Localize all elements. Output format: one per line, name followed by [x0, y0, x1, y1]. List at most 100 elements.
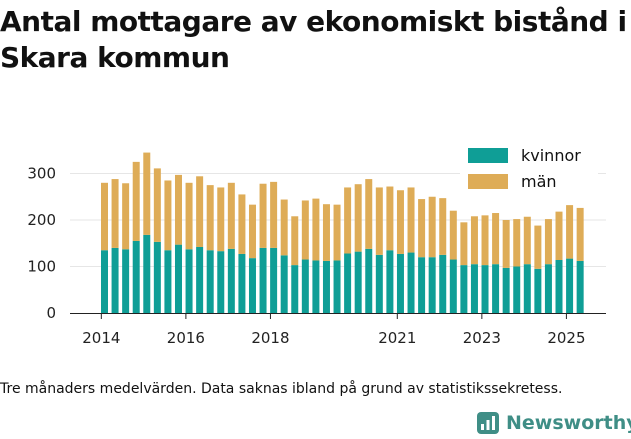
bar-man [291, 216, 299, 266]
bar-man [248, 204, 256, 259]
bar-kvinnor [270, 247, 278, 313]
x-axis: 2014 2016 2018 2021 2023 2025 [70, 313, 606, 347]
bar-kvinnor [312, 260, 320, 313]
bar-man [354, 184, 362, 252]
bar-kvinnor [428, 257, 436, 313]
bar-kvinnor [460, 265, 468, 313]
bar-kvinnor [111, 247, 119, 313]
bar-kvinnor [407, 252, 415, 313]
bar-man [238, 194, 246, 254]
bar-kvinnor [227, 248, 235, 313]
bar-kvinnor [502, 267, 510, 313]
bar-man [344, 187, 352, 254]
bar-kvinnor [555, 259, 563, 313]
legend-swatch [468, 174, 508, 189]
bar-man [101, 182, 108, 251]
bar-man [365, 179, 373, 249]
bar-man [185, 182, 193, 250]
bar-kvinnor [354, 251, 362, 313]
bar-man [418, 199, 426, 258]
bar-man [513, 219, 521, 267]
bar-man [534, 225, 542, 269]
bars [101, 152, 584, 313]
bar-man [481, 215, 489, 266]
bar-man [576, 207, 584, 261]
bar-kvinnor [481, 265, 489, 313]
x-tick-label: 2014 [82, 329, 120, 347]
bar-kvinnor [174, 244, 182, 313]
bar-man [174, 174, 182, 245]
bar-kvinnor [153, 241, 161, 313]
bar-kvinnor [143, 234, 151, 313]
bar-kvinnor [132, 240, 140, 313]
bar-man [111, 179, 119, 248]
bar-kvinnor [122, 249, 130, 313]
bar-man [206, 185, 214, 251]
bar-kvinnor [280, 255, 288, 313]
bar-kvinnor [566, 258, 574, 313]
chart-title: Antal mottagare av ekonomiskt bistånd i … [0, 5, 627, 74]
x-tick-label: 2018 [251, 329, 289, 347]
bar-man [386, 186, 394, 251]
bar-kvinnor [439, 254, 447, 313]
bar-man [259, 183, 267, 248]
bar-kvinnor [492, 264, 500, 313]
x-tick-label: 2016 [167, 329, 205, 347]
bar-kvinnor [238, 253, 246, 313]
y-tick-label: 0 [46, 304, 56, 322]
x-tick-label: 2023 [463, 329, 501, 347]
bar-man [333, 204, 341, 261]
bar-man [270, 181, 278, 248]
bar-kvinnor [217, 251, 225, 313]
bar-man [196, 176, 204, 247]
legend-label: kvinnor [521, 146, 581, 165]
bar-kvinnor [375, 254, 383, 313]
bar-man [407, 187, 415, 253]
bar-kvinnor [333, 260, 341, 313]
bar-kvinnor [544, 264, 552, 313]
y-tick-label: 100 [27, 258, 56, 276]
bar-kvinnor [259, 247, 267, 313]
bar-kvinnor [396, 253, 404, 313]
bar-kvinnor [418, 257, 426, 313]
bar-man [164, 180, 172, 251]
y-tick-label: 300 [27, 165, 56, 183]
bar-man [153, 168, 161, 242]
bar-man [280, 199, 288, 256]
legend-label: män [521, 172, 557, 191]
bar-man [301, 200, 309, 260]
bar-man [470, 216, 478, 265]
bar-man [544, 219, 552, 265]
chart-caption: Tre månaders medelvärden. Data saknas ib… [0, 381, 563, 397]
bar-man [396, 190, 404, 254]
bar-man [428, 196, 436, 258]
brand: Newsworthy [476, 408, 631, 438]
bar-kvinnor [534, 268, 542, 313]
bar-kvinnor [386, 250, 394, 313]
bar-man [460, 222, 468, 266]
legend: kvinnor män [460, 140, 598, 198]
bar-kvinnor [344, 253, 352, 313]
bar-kvinnor [470, 264, 478, 313]
x-tick-label: 2025 [547, 329, 585, 347]
bar-kvinnor [523, 264, 531, 313]
bar-kvinnor [513, 266, 521, 313]
bar-kvinnor [101, 250, 108, 313]
bar-man [523, 216, 531, 265]
bar-man [439, 198, 447, 255]
bar-man [227, 182, 235, 249]
bar-man [492, 213, 500, 265]
bar-man [312, 198, 320, 261]
bar-kvinnor [449, 259, 457, 313]
x-tick-label: 2021 [378, 329, 416, 347]
y-tick-label: 200 [27, 211, 56, 229]
bar-kvinnor [185, 249, 193, 313]
bar-kvinnor [291, 265, 299, 313]
bar-kvinnor [322, 260, 330, 313]
legend-swatch [468, 148, 508, 163]
bar-man [555, 211, 563, 260]
bar-kvinnor [576, 260, 584, 313]
bar-man [132, 161, 140, 241]
bar-man [217, 187, 225, 252]
